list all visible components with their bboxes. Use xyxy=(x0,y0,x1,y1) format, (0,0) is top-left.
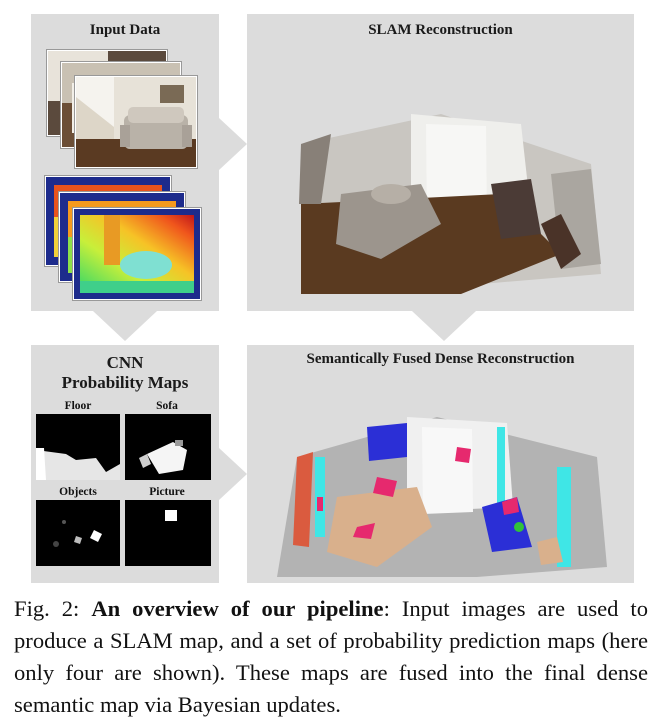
cnn-title-line1: CNN xyxy=(106,353,144,372)
map-label-picture: Picture xyxy=(149,486,185,498)
arrow-slam-to-fused xyxy=(412,311,476,341)
semantic-map xyxy=(257,377,627,577)
rgb-frame-front xyxy=(75,76,197,168)
probability-map-sofa xyxy=(125,414,211,480)
input-data-title: Input Data xyxy=(89,22,161,38)
caption-text: : Input images are used to produce a SLA… xyxy=(14,596,648,717)
fused-reconstruction-panel: Semantically Fused Dense Reconstruction xyxy=(247,345,634,583)
map-label-floor: Floor xyxy=(64,400,92,412)
probability-map-floor xyxy=(36,414,120,480)
slam-pointcloud xyxy=(261,54,621,304)
depth-frame-front xyxy=(73,208,201,300)
arrow-cnn-to-fused xyxy=(219,448,247,500)
map-label-sofa: Sofa xyxy=(156,400,178,412)
arrow-input-to-cnn xyxy=(93,311,157,341)
fused-title: Semantically Fused Dense Reconstruction xyxy=(306,351,575,367)
caption-prefix: Fig. 2: xyxy=(14,596,92,621)
input-data-panel: Input Data xyxy=(31,14,219,311)
map-label-objects: Objects xyxy=(59,486,97,498)
probability-map-objects xyxy=(36,500,120,566)
slam-title: SLAM Reconstruction xyxy=(368,22,513,38)
slam-reconstruction-panel: SLAM Reconstruction xyxy=(247,14,634,311)
probability-map-picture xyxy=(125,500,211,566)
figure-caption: Fig. 2: An overview of our pipeline: Inp… xyxy=(14,593,648,721)
cnn-probability-maps-panel: CNN Probability Maps Floor Sofa Objects … xyxy=(31,345,219,583)
caption-bold: An overview of our pipeline xyxy=(91,596,384,621)
arrow-input-to-slam xyxy=(219,118,247,170)
cnn-title-line2: Probability Maps xyxy=(61,373,189,392)
